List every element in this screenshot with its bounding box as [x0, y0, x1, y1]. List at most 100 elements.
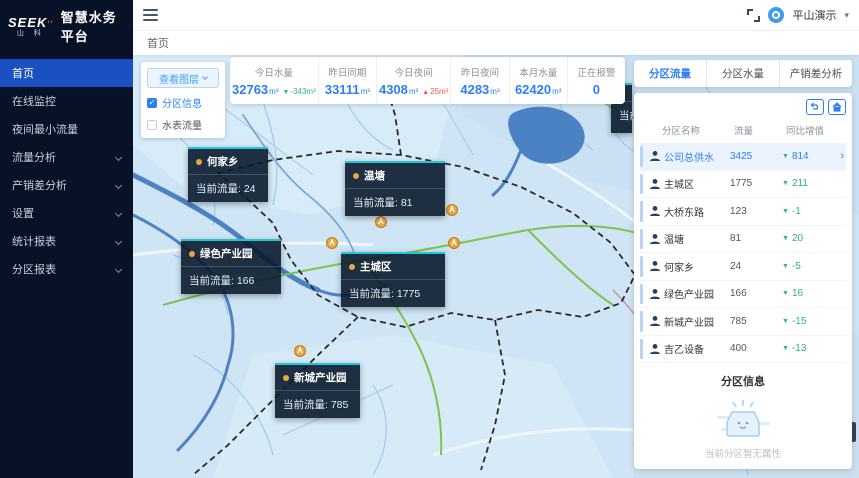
row-accent: [640, 338, 643, 359]
sidebar-item-flow-analysis[interactable]: 流量分析: [0, 143, 133, 171]
marker-dot-icon: [349, 263, 355, 270]
table-row-equipment[interactable]: 吉乙设备 400 ▼ -13: [640, 336, 846, 363]
breadcrumb-bar: 首页: [133, 30, 859, 55]
partition-info-title: 分区信息: [721, 376, 765, 388]
marker-dot-icon: [196, 158, 202, 165]
fullscreen-icon[interactable]: [747, 8, 761, 22]
triangle-down-icon: ▼: [782, 290, 789, 298]
person-icon: [646, 343, 664, 355]
layer-select-button[interactable]: 查看图层: [147, 68, 219, 88]
logo-text: SEEK'': [8, 14, 54, 30]
empty-state: 当前分区暂无属性: [640, 393, 846, 465]
sidebar-item-online-monitoring[interactable]: 在线监控: [12, 96, 56, 108]
stat-today-volume: 今日水量 32763 m³ ▼-343m³: [230, 57, 319, 104]
sidebar-item-partition-reports[interactable]: 分区报表: [0, 255, 133, 283]
layer-option-partition-info[interactable]: ✓ 分区信息: [147, 97, 202, 110]
home-button[interactable]: [828, 99, 846, 115]
row-accent: [640, 311, 643, 332]
stat-yesterday-same-period: 昨日同期 33111 m³: [319, 57, 377, 104]
logo-icon: SEEK'' 山 科: [8, 16, 54, 37]
person-icon: [646, 288, 664, 300]
sidebar-menu: 首页 在线监控 夜间最小流量 流量分析 产销差分析 设置 统计报表 分区报表: [0, 59, 133, 283]
tab-partition-volume[interactable]: 分区水量: [707, 60, 780, 87]
chevron-down-icon: [114, 237, 123, 245]
stat-tonight-volume: 今日夜间 4308 m³ ▲25m³: [377, 57, 452, 104]
table-row-wentang[interactable]: 温塘 81 ▼ 20: [640, 226, 846, 253]
table-row-main-city[interactable]: 主城区 1775 ▼ 211: [640, 171, 846, 198]
table-header: 分区名称 流量 同比增值: [662, 126, 825, 137]
sidebar-item-nrw-analysis[interactable]: 产销差分析: [0, 171, 133, 199]
stat-last-night-volume: 昨日夜间 4283 m³: [451, 57, 510, 104]
breadcrumb[interactable]: 首页: [147, 38, 169, 50]
chevron-down-icon: [114, 265, 123, 273]
collapse-menu-icon[interactable]: [143, 9, 158, 21]
sidebar-item-settings[interactable]: 设置: [0, 199, 133, 227]
map-tooltip: 温塘 当前流量: 81: [345, 161, 445, 216]
chevron-down-icon: [114, 153, 123, 161]
map-canvas[interactable]: 何家乡 当前流量: 24 温塘 当前流量: 81 绿色产业园 当前流量: 166…: [133, 55, 859, 478]
row-accent: [640, 228, 643, 249]
sidebar-item-statistic-reports[interactable]: 统计报表: [0, 227, 133, 255]
triangle-down-icon: ▼: [782, 345, 789, 353]
triangle-down-icon: ▼: [782, 152, 789, 160]
triangle-down-icon: ▼: [782, 180, 789, 188]
map-tooltip: 主城区 当前流量: 1775: [341, 252, 445, 307]
undo-icon: [810, 102, 819, 110]
triangle-down-icon: ▼: [782, 317, 789, 325]
person-icon: [646, 233, 664, 245]
chevron-down-icon: [202, 74, 208, 80]
triangle-down-icon: ▼: [782, 262, 789, 270]
person-icon: [646, 260, 664, 272]
right-panel-tabs: 分区流量 分区水量 产销差分析: [634, 60, 852, 87]
marker-dot-icon: [353, 172, 359, 179]
stat-month-volume: 本月水量 62420 m³: [510, 57, 568, 104]
empty-state-caption: 当前分区暂无属性: [704, 449, 781, 460]
layer-control-panel: 查看图层 ✓ 分区信息 水表流量: [141, 62, 225, 138]
undo-button[interactable]: [806, 99, 824, 115]
table-row-newtown-industrial-park[interactable]: 新城产业园 785 ▼ -15: [640, 308, 846, 336]
sidebar-item-night-min-flow[interactable]: 夜间最小流量: [12, 124, 78, 136]
table-row-company-total[interactable]: 公司总供水 3425 ▼ 814 ›: [640, 143, 846, 171]
top-header: 平山演示 ▾: [133, 0, 859, 30]
row-accent: [640, 283, 643, 304]
avatar[interactable]: [768, 7, 785, 23]
layer-option-meter-flow[interactable]: 水表流量: [147, 117, 219, 132]
marker-dot-icon: [189, 250, 195, 257]
triangle-up-icon: ▲: [422, 88, 430, 96]
sidebar-item-home[interactable]: 首页: [0, 59, 133, 87]
partition-panel: 分区名称 流量 同比增值 公司总供水 3425 ▼ 814 › 主城区 1775 …: [634, 93, 852, 469]
row-accent: [640, 173, 643, 194]
map-tooltip: 何家乡 当前流量: 24: [188, 147, 268, 202]
triangle-down-icon: ▼: [282, 88, 290, 96]
map-tooltip: 新城产业园 当前流量: 785: [275, 363, 360, 418]
app-title: 智慧水务平台: [60, 10, 117, 44]
person-icon: [646, 205, 664, 217]
person-icon: [646, 178, 664, 190]
stats-bar: 今日水量 32763 m³ ▼-343m³ 昨日同期 33111 m³ 今日夜间 4…: [230, 57, 625, 104]
row-accent: [640, 201, 643, 222]
chevron-down-icon: [114, 209, 123, 217]
triangle-down-icon: ▼: [782, 207, 789, 215]
row-accent: [640, 256, 643, 277]
caret-down-icon[interactable]: ▾: [844, 9, 849, 20]
marker-dot-icon: [283, 374, 289, 381]
table-row-hejia-township[interactable]: 何家乡 24 ▼ -5: [640, 253, 846, 281]
sidebar: SEEK'' 山 科 智慧水务平台 首页 在线监控 夜间最小流量 流量分析 产销…: [0, 0, 133, 478]
table-row-bridge-east[interactable]: 大桥东路 123 ▼ -1: [640, 198, 846, 226]
chevron-down-icon: [114, 181, 123, 189]
empty-box-icon: [717, 400, 770, 437]
username[interactable]: 平山演示: [792, 10, 837, 22]
stat-active-alarms: 正在报警 0: [577, 67, 616, 97]
person-icon: [646, 150, 664, 162]
table-row-green-industrial-park[interactable]: 绿色产业园 166 ▼ 16: [640, 281, 846, 308]
checkbox-unchecked-icon[interactable]: [147, 119, 157, 130]
row-accent: [640, 146, 643, 167]
logo-subtext: 山 科: [16, 29, 45, 37]
triangle-down-icon: ▼: [782, 235, 789, 243]
tab-nrw-analysis[interactable]: 产销差分析: [789, 68, 843, 80]
person-icon: [646, 315, 664, 327]
tab-partition-flow[interactable]: 分区流量: [634, 60, 707, 87]
map-tooltip: 绿色产业园 当前流量: 166: [181, 239, 281, 294]
checkbox-checked-icon[interactable]: ✓: [147, 97, 157, 108]
